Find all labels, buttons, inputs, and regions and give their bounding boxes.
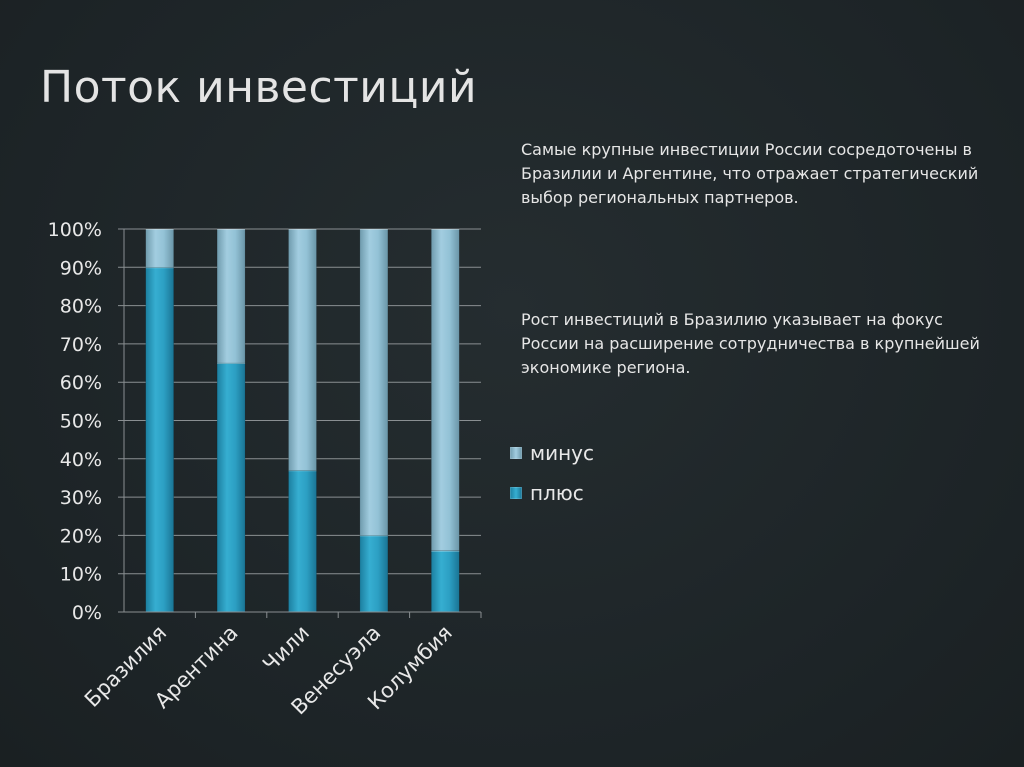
legend-item-minus: минус (510, 440, 594, 466)
bar-minus (359, 228, 389, 536)
bar-minus (288, 228, 317, 471)
legend-swatch-plus (510, 487, 522, 499)
y-tick-label: 60% (60, 372, 102, 394)
y-tick-label: 80% (60, 296, 102, 318)
bar-plus (288, 470, 317, 613)
x-category-label: Чили (258, 621, 314, 677)
bar-plus (359, 535, 389, 613)
legend-label-plus: плюс (530, 481, 584, 505)
y-tick-label: 40% (60, 449, 102, 471)
legend-swatch-minus (510, 447, 522, 459)
y-tick-label: 20% (60, 525, 102, 547)
y-tick-label: 10% (60, 564, 102, 586)
bar-layer (145, 228, 460, 613)
bar-plus (145, 267, 174, 613)
chart-legend: минус плюс (510, 440, 594, 520)
bar-plus (431, 550, 460, 613)
y-tick-label: 90% (60, 257, 102, 279)
bar-plus (216, 362, 246, 613)
legend-label-minus: минус (530, 441, 594, 465)
slide-title: Поток инвестиций (40, 62, 478, 113)
y-tick-label: 100% (48, 219, 102, 241)
bar-minus (431, 228, 460, 551)
legend-item-plus: плюс (510, 480, 594, 506)
y-tick-label: 50% (60, 411, 102, 433)
label-layer: 0%10%20%30%40%50%60%70%80%90%100%Бразили… (48, 219, 457, 719)
note-text-2: Рост инвестиций в Бразилию указывает на … (521, 310, 980, 377)
y-tick-label: 30% (60, 487, 102, 509)
y-tick-label: 0% (72, 602, 102, 624)
axis-layer (123, 229, 482, 618)
bar-minus (145, 228, 174, 268)
y-tick-label: 70% (60, 334, 102, 356)
note-text-1: Самые крупные инвестиции России сосредот… (521, 140, 979, 207)
bar-minus (216, 228, 246, 364)
